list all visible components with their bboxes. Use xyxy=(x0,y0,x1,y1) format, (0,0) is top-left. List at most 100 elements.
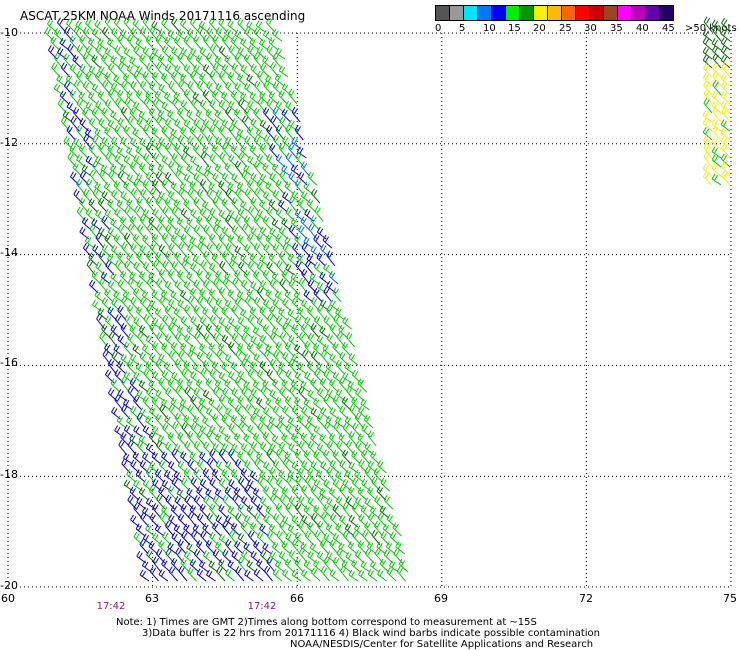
wind-barb xyxy=(234,376,244,393)
wind-barb xyxy=(268,252,279,267)
wind-barb xyxy=(113,180,124,195)
wind-barb xyxy=(285,502,295,519)
wind-barb xyxy=(189,287,200,303)
wind-barb xyxy=(152,556,162,573)
wind-barb xyxy=(288,442,299,456)
wind-barb xyxy=(253,242,264,258)
wind-barb xyxy=(702,163,713,177)
wind-barb xyxy=(91,54,101,69)
wind-barb xyxy=(259,414,269,429)
wind-barb xyxy=(186,53,196,69)
wind-barb xyxy=(342,502,352,519)
wind-barb xyxy=(152,502,162,519)
wind-barb xyxy=(215,189,226,204)
wind-barb xyxy=(303,181,314,195)
wind-barb xyxy=(236,73,247,87)
wind-barb xyxy=(72,107,82,123)
wind-barb xyxy=(259,254,269,267)
wind-barb xyxy=(164,469,174,483)
wind-barb xyxy=(250,172,261,186)
wind-barb xyxy=(164,64,175,78)
wind-barb xyxy=(290,272,301,285)
wind-barb xyxy=(154,251,165,267)
wind-barb xyxy=(155,413,165,429)
wind-barb xyxy=(284,236,295,249)
wind-barb xyxy=(113,290,124,303)
wind-barb xyxy=(133,395,143,411)
wind-barb xyxy=(326,388,337,402)
wind-barb xyxy=(167,431,178,447)
wind-barb xyxy=(234,52,244,69)
wind-barb xyxy=(250,226,261,240)
wind-barb xyxy=(175,385,185,402)
wind-barb xyxy=(358,459,368,474)
wind-barb xyxy=(152,370,162,384)
wind-barb xyxy=(319,271,329,285)
wind-barb xyxy=(326,497,337,510)
wind-barb xyxy=(177,299,188,312)
wind-barb xyxy=(149,461,159,474)
wind-barb xyxy=(247,448,257,465)
wind-barb xyxy=(190,208,200,222)
wind-barb xyxy=(246,288,257,303)
wind-barb xyxy=(221,443,232,456)
wind-barb xyxy=(155,34,165,51)
wind-barb xyxy=(721,142,731,159)
wind-barb xyxy=(199,451,209,465)
wind-barb xyxy=(300,216,310,231)
wind-barb xyxy=(304,530,314,546)
wind-barb xyxy=(228,370,238,384)
wind-barb xyxy=(161,504,171,519)
wind-barb xyxy=(101,324,111,339)
wind-barb xyxy=(202,359,212,375)
wind-barb xyxy=(301,569,311,582)
wind-barb xyxy=(202,550,213,564)
wind-barb xyxy=(142,234,152,249)
wind-barb xyxy=(170,181,181,195)
wind-barb xyxy=(164,361,174,375)
wind-barb xyxy=(120,216,130,231)
wind-barb xyxy=(189,451,200,465)
wind-barb xyxy=(720,127,731,141)
wind-barb xyxy=(218,533,229,546)
wind-barb xyxy=(152,317,162,330)
wind-barb xyxy=(136,117,147,132)
wind-barb xyxy=(272,107,282,123)
wind-barb xyxy=(126,173,137,186)
wind-barb xyxy=(720,28,731,42)
wind-barb xyxy=(243,215,253,231)
wind-barb xyxy=(262,107,272,123)
wind-barb xyxy=(246,20,256,33)
wind-barb xyxy=(355,440,365,456)
scale-label-15: 15 xyxy=(508,23,521,34)
wind-barb xyxy=(218,448,228,465)
wind-barb xyxy=(305,259,314,276)
wind-barb xyxy=(253,160,263,177)
wind-barb xyxy=(278,90,288,105)
wind-barb xyxy=(127,386,137,402)
wind-barb xyxy=(178,80,188,96)
wind-barb xyxy=(241,387,251,402)
wind-barb xyxy=(161,72,171,87)
note-line-2: 3)Data buffer is 22 hrs from 20171116 4)… xyxy=(142,628,600,639)
wind-barb xyxy=(208,560,219,573)
wind-barb xyxy=(266,556,276,573)
wind-barb xyxy=(126,252,136,267)
wind-barb xyxy=(211,522,222,537)
wind-barb xyxy=(250,522,260,537)
wind-barb xyxy=(123,232,133,249)
wind-barb xyxy=(721,80,731,96)
wind-barb xyxy=(712,80,722,96)
wind-barb xyxy=(178,565,188,582)
wind-barb xyxy=(193,467,203,483)
wind-barb xyxy=(288,143,298,159)
wind-barb xyxy=(332,503,342,519)
color-swatch xyxy=(464,6,478,20)
wind-barb xyxy=(209,449,219,465)
wind-barb xyxy=(222,520,231,537)
wind-barb xyxy=(135,362,146,375)
wind-barb xyxy=(186,271,196,285)
wind-barb xyxy=(224,215,234,231)
wind-barb xyxy=(234,458,245,474)
wind-barb xyxy=(279,494,289,510)
